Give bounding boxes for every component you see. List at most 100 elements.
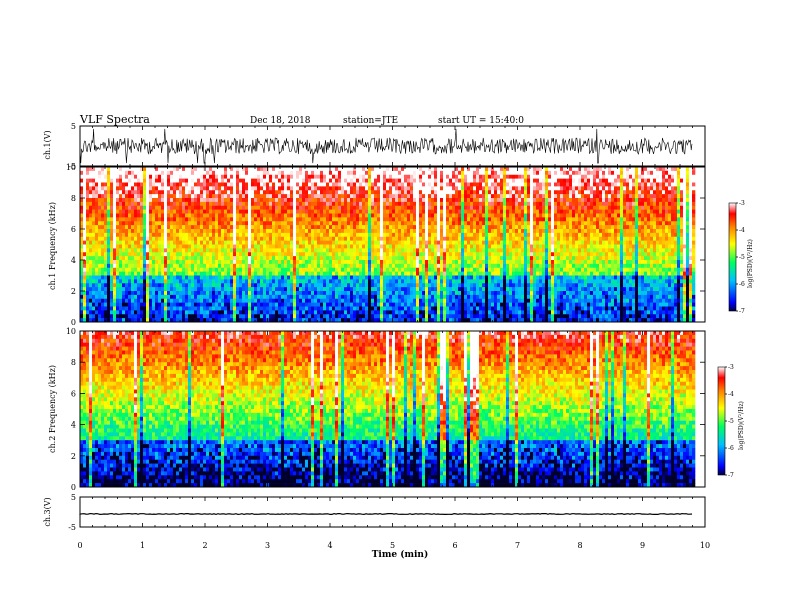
- spectrogram-cell: [317, 194, 320, 198]
- spectrogram-cell: [251, 245, 254, 249]
- spectrogram-cell: [344, 217, 347, 221]
- spectrogram-cell: [356, 225, 359, 229]
- spectrogram-cell: [404, 179, 407, 183]
- spectrogram-cell: [299, 171, 302, 175]
- spectrogram-cell: [239, 268, 242, 272]
- spectrogram-cell: [182, 272, 185, 276]
- spectrogram-cell: [329, 175, 332, 179]
- spectrogram-cell: [383, 268, 386, 272]
- spectrogram-cell: [380, 217, 383, 221]
- spectrogram-cell: [170, 307, 173, 311]
- spectrogram-cell: [212, 206, 215, 210]
- spectrogram-cell: [128, 264, 131, 268]
- spectrogram-cell: [410, 307, 413, 311]
- spectrogram-cell: [113, 279, 116, 283]
- spectrogram-cell: [86, 214, 89, 218]
- spectrogram-cell: [248, 221, 251, 225]
- spectrogram-cell: [143, 183, 146, 187]
- spectrogram-cell: [191, 268, 194, 272]
- spectrogram-cell: [371, 190, 374, 194]
- spectrogram-cell: [86, 217, 89, 221]
- spectrogram-cell: [245, 214, 248, 218]
- spectrogram-cell: [293, 202, 296, 206]
- spectrogram-cell: [341, 260, 344, 264]
- spectrogram-cell: [389, 287, 392, 291]
- spectrogram-cell: [164, 175, 167, 179]
- spectrogram-cell: [440, 295, 443, 299]
- spectrogram-cell: [173, 279, 176, 283]
- spectrogram-cell: [221, 299, 224, 303]
- spectrogram-cell: [134, 171, 137, 175]
- spectrogram-cell: [365, 241, 368, 245]
- spectrogram-cell: [218, 268, 221, 272]
- spectrogram-cell: [218, 272, 221, 276]
- spectrogram-cell: [416, 314, 419, 318]
- spectrogram-cell: [164, 299, 167, 303]
- spectrogram-cell: [215, 171, 218, 175]
- spectrogram-cell: [176, 272, 179, 276]
- spectrogram-cell: [335, 307, 338, 311]
- spectrogram-cell: [143, 303, 146, 307]
- spectrogram-cell: [155, 175, 158, 179]
- spectrogram-cell: [179, 194, 182, 198]
- spectrogram-cell: [305, 237, 308, 241]
- spectrogram-cell: [230, 206, 233, 210]
- spectrogram-cell: [275, 194, 278, 198]
- spectrogram-cell: [425, 167, 428, 171]
- spectrogram-cell: [359, 279, 362, 283]
- spectrogram-cell: [431, 252, 434, 256]
- spectrogram-cell: [251, 233, 254, 237]
- spectrogram-cell: [197, 283, 200, 287]
- spectrogram-cell: [134, 175, 137, 179]
- spectrogram-cell: [299, 190, 302, 194]
- spectrogram-cell: [425, 241, 428, 245]
- spectrogram-cell: [395, 221, 398, 225]
- spectrogram-cell: [404, 248, 407, 252]
- spectrogram-cell: [428, 183, 431, 187]
- spectrogram-cell: [188, 310, 191, 314]
- spectrogram-cell: [275, 214, 278, 218]
- spectrogram-cell: [188, 260, 191, 264]
- spectrogram-cell: [92, 314, 95, 318]
- spectrogram-cell: [329, 310, 332, 314]
- spectrogram-cell: [260, 225, 263, 229]
- spectrogram-cell: [185, 210, 188, 214]
- spectrogram-cell: [311, 171, 314, 175]
- spectrogram-cell: [335, 287, 338, 291]
- spectrogram-cell: [305, 194, 308, 198]
- spectrogram-cell: [221, 221, 224, 225]
- spectrogram-cell: [206, 198, 209, 202]
- spectrogram-cell: [113, 183, 116, 187]
- spectrogram-cell: [428, 287, 431, 291]
- spectrogram-cell: [362, 268, 365, 272]
- spectrogram-cell: [155, 303, 158, 307]
- spectrogram-cell: [305, 225, 308, 229]
- spectrogram-cell: [284, 283, 287, 287]
- spectrogram-cell: [398, 248, 401, 252]
- spectrogram-cell: [437, 279, 440, 283]
- spectrogram-cell: [224, 268, 227, 272]
- spectrogram-cell: [287, 283, 290, 287]
- spectrogram-cell: [413, 210, 416, 214]
- spectrogram-cell: [392, 217, 395, 221]
- spectrogram-cell: [323, 233, 326, 237]
- spectrogram-cell: [401, 229, 404, 233]
- spectrogram-cell: [227, 264, 230, 268]
- spectrogram-cell: [299, 279, 302, 283]
- spectrogram-cell: [281, 171, 284, 175]
- spectrogram-cell: [419, 241, 422, 245]
- spectrogram-cell: [89, 272, 92, 276]
- spectrogram-cell: [281, 272, 284, 276]
- spectrogram-cell: [140, 252, 143, 256]
- spectrogram-cell: [338, 307, 341, 311]
- spectrogram-cell: [290, 214, 293, 218]
- spectrogram-cell: [404, 252, 407, 256]
- spectrogram-cell: [224, 314, 227, 318]
- spectrogram-cell: [104, 299, 107, 303]
- spectrogram-cell: [257, 225, 260, 229]
- spectrogram-cell: [401, 295, 404, 299]
- spectrogram-cell: [158, 171, 161, 175]
- spectrogram-cell: [248, 202, 251, 206]
- spectrogram-cell: [140, 299, 143, 303]
- spectrogram-cell: [257, 279, 260, 283]
